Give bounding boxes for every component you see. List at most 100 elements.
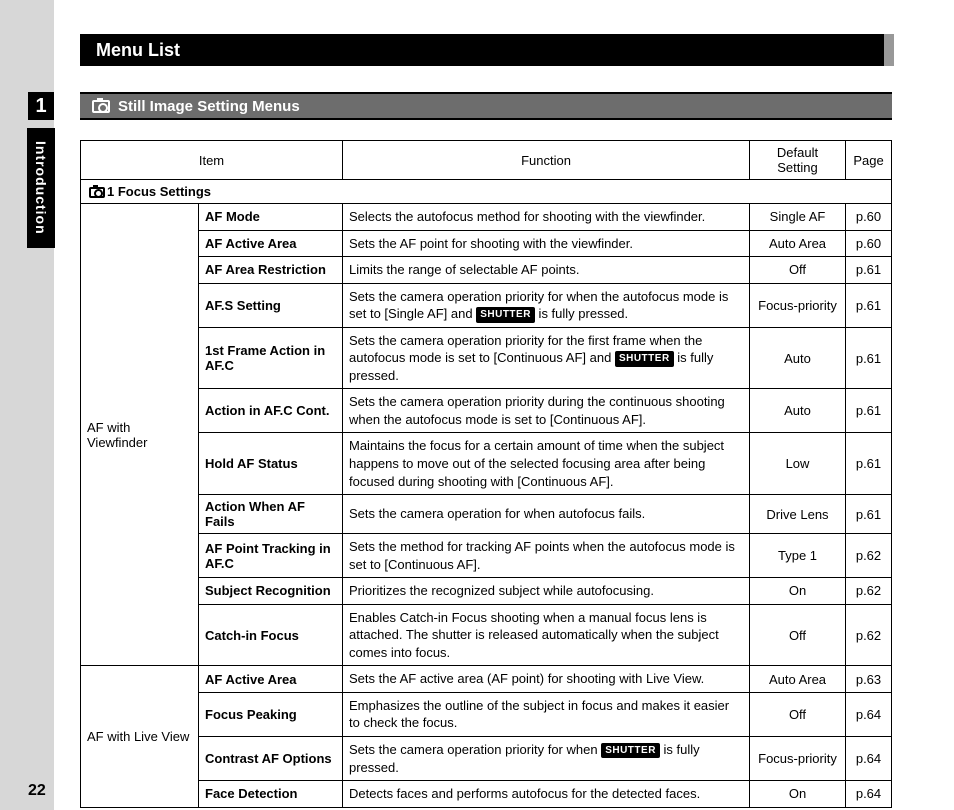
- section-header-row: 1 Focus Settings: [81, 180, 892, 204]
- page-title-right-cap: [884, 34, 894, 66]
- th-page: Page: [846, 141, 892, 180]
- item-cell: AF Area Restriction: [199, 257, 343, 284]
- function-cell: Maintains the focus for a certain amount…: [343, 433, 750, 495]
- table-row: Catch-in FocusEnables Catch-in Focus sho…: [81, 604, 892, 666]
- function-cell: Sets the method for tracking AF points w…: [343, 534, 750, 578]
- th-function: Function: [343, 141, 750, 180]
- shutter-icon: SHUTTER: [601, 743, 660, 759]
- default-cell: Auto: [750, 327, 846, 389]
- table-row: AF with ViewfinderAF ModeSelects the aut…: [81, 204, 892, 231]
- page-number: 22: [28, 782, 46, 800]
- th-item: Item: [81, 141, 343, 180]
- item-cell: 1st Frame Action in AF.C: [199, 327, 343, 389]
- function-cell: Limits the range of selectable AF points…: [343, 257, 750, 284]
- default-cell: Type 1: [750, 534, 846, 578]
- page-title-bar: Menu List: [80, 34, 884, 66]
- default-cell: Drive Lens: [750, 495, 846, 534]
- default-cell: Auto Area: [750, 666, 846, 693]
- side-chapter-label: Introduction: [27, 128, 55, 248]
- page-cell: p.63: [846, 666, 892, 693]
- default-cell: On: [750, 578, 846, 605]
- camera-icon: [92, 100, 110, 113]
- page-cell: p.60: [846, 204, 892, 231]
- page-cell: p.61: [846, 283, 892, 327]
- sub-header-bar: Still Image Setting Menus: [80, 92, 892, 120]
- table-body: 1 Focus SettingsAF with ViewfinderAF Mod…: [81, 180, 892, 808]
- page-cell: p.62: [846, 604, 892, 666]
- page-cell: p.61: [846, 257, 892, 284]
- item-cell: Contrast AF Options: [199, 737, 343, 781]
- page-cell: p.64: [846, 692, 892, 736]
- default-cell: Low: [750, 433, 846, 495]
- function-cell: Selects the autofocus method for shootin…: [343, 204, 750, 231]
- page-cell: p.62: [846, 578, 892, 605]
- item-cell: AF.S Setting: [199, 283, 343, 327]
- page-cell: p.60: [846, 230, 892, 257]
- section-header-cell: 1 Focus Settings: [81, 180, 892, 204]
- function-cell: Sets the AF point for shooting with the …: [343, 230, 750, 257]
- settings-table: Item Function Default Setting Page 1 Foc…: [80, 140, 892, 808]
- table-row: Action in AF.C Cont.Sets the camera oper…: [81, 389, 892, 433]
- table-header-row: Item Function Default Setting Page: [81, 141, 892, 180]
- camera-icon: [89, 187, 105, 198]
- default-cell: Auto: [750, 389, 846, 433]
- table-row: Subject RecognitionPrioritizes the recog…: [81, 578, 892, 605]
- item-cell: Catch-in Focus: [199, 604, 343, 666]
- function-cell: Sets the camera operation priority for t…: [343, 327, 750, 389]
- default-cell: Off: [750, 604, 846, 666]
- page-cell: p.61: [846, 327, 892, 389]
- default-cell: Off: [750, 257, 846, 284]
- item-cell: Hold AF Status: [199, 433, 343, 495]
- default-cell: Single AF: [750, 204, 846, 231]
- shutter-icon: SHUTTER: [476, 307, 535, 323]
- item-cell: Subject Recognition: [199, 578, 343, 605]
- chapter-number: 1: [28, 92, 54, 120]
- table-row: 1st Frame Action in AF.CSets the camera …: [81, 327, 892, 389]
- function-cell: Detects faces and performs autofocus for…: [343, 781, 750, 808]
- table-row: Hold AF StatusMaintains the focus for a …: [81, 433, 892, 495]
- page-cell: p.62: [846, 534, 892, 578]
- item-cell: AF Mode: [199, 204, 343, 231]
- page-cell: p.64: [846, 737, 892, 781]
- side-gray-strip: [0, 0, 54, 810]
- item-cell: Face Detection: [199, 781, 343, 808]
- function-cell: Enables Catch-in Focus shooting when a m…: [343, 604, 750, 666]
- table-row: Action When AF FailsSets the camera oper…: [81, 495, 892, 534]
- item-cell: AF Active Area: [199, 666, 343, 693]
- item-cell: Action When AF Fails: [199, 495, 343, 534]
- table-row: Contrast AF OptionsSets the camera opera…: [81, 737, 892, 781]
- page-cell: p.61: [846, 389, 892, 433]
- group-label-cell: AF with Viewfinder: [81, 204, 199, 666]
- function-cell: Sets the AF active area (AF point) for s…: [343, 666, 750, 693]
- shutter-icon: SHUTTER: [615, 351, 674, 367]
- page-cell: p.64: [846, 781, 892, 808]
- function-cell: Sets the camera operation priority for w…: [343, 737, 750, 781]
- page-title: Menu List: [96, 40, 180, 61]
- table-row: AF.S SettingSets the camera operation pr…: [81, 283, 892, 327]
- default-cell: On: [750, 781, 846, 808]
- table-row: AF Area RestrictionLimits the range of s…: [81, 257, 892, 284]
- table-row: Face DetectionDetects faces and performs…: [81, 781, 892, 808]
- table-row: AF Point Tracking in AF.CSets the method…: [81, 534, 892, 578]
- sub-header-text: Still Image Setting Menus: [118, 98, 300, 115]
- function-cell: Emphasizes the outline of the subject in…: [343, 692, 750, 736]
- function-cell: Prioritizes the recognized subject while…: [343, 578, 750, 605]
- function-cell: Sets the camera operation for when autof…: [343, 495, 750, 534]
- function-cell: Sets the camera operation priority durin…: [343, 389, 750, 433]
- default-cell: Auto Area: [750, 230, 846, 257]
- th-default: Default Setting: [750, 141, 846, 180]
- page-cell: p.61: [846, 433, 892, 495]
- group-label-cell: AF with Live View: [81, 666, 199, 807]
- item-cell: AF Point Tracking in AF.C: [199, 534, 343, 578]
- default-cell: Focus-priority: [750, 283, 846, 327]
- table-row: AF Active AreaSets the AF point for shoo…: [81, 230, 892, 257]
- table-row: AF with Live ViewAF Active AreaSets the …: [81, 666, 892, 693]
- item-cell: Action in AF.C Cont.: [199, 389, 343, 433]
- function-cell: Sets the camera operation priority for w…: [343, 283, 750, 327]
- default-cell: Off: [750, 692, 846, 736]
- default-cell: Focus-priority: [750, 737, 846, 781]
- item-cell: Focus Peaking: [199, 692, 343, 736]
- item-cell: AF Active Area: [199, 230, 343, 257]
- page-cell: p.61: [846, 495, 892, 534]
- table-row: Focus PeakingEmphasizes the outline of t…: [81, 692, 892, 736]
